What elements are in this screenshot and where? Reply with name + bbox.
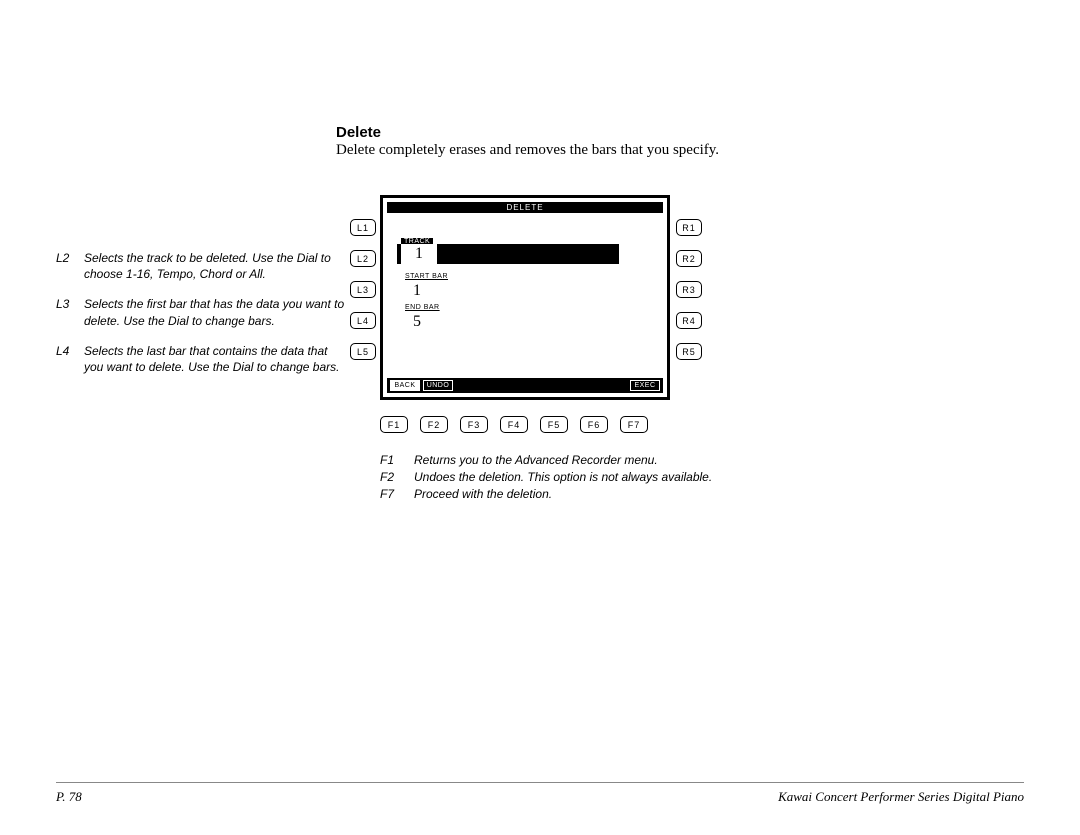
l3-button[interactable]: L3 — [350, 281, 376, 298]
page: Delete Delete completely erases and remo… — [0, 0, 1080, 835]
l2-button[interactable]: L2 — [350, 250, 376, 267]
end-bar-value: 5 — [413, 313, 421, 331]
description-row: L2 Selects the track to be deleted. Use … — [56, 250, 346, 282]
function-button-descriptions: F1 Returns you to the Advanced Recorder … — [380, 452, 712, 502]
r1-button[interactable]: R1 — [676, 219, 702, 236]
f2-button[interactable]: F2 — [420, 416, 448, 433]
description-key: F2 — [380, 469, 414, 486]
description-key: L3 — [56, 296, 84, 328]
exec-softkey[interactable]: EXEC — [630, 380, 660, 391]
l1-button[interactable]: L1 — [350, 219, 376, 236]
f5-button[interactable]: F5 — [540, 416, 568, 433]
undo-softkey[interactable]: UNDO — [423, 380, 453, 391]
section-description: Delete completely erases and removes the… — [336, 142, 719, 159]
right-button-column: R1 R2 R3 R4 R5 — [676, 219, 702, 374]
back-softkey[interactable]: BACK — [390, 380, 420, 391]
left-button-column: L1 L2 L3 L4 L5 — [350, 219, 376, 374]
description-row: F7 Proceed with the deletion. — [380, 486, 712, 503]
lcd-panel-diagram: L1 L2 L3 L4 L5 DELETE TRACK 1 START BAR … — [380, 195, 670, 400]
f4-button[interactable]: F4 — [500, 416, 528, 433]
start-bar-value: 1 — [413, 282, 421, 300]
r2-button[interactable]: R2 — [676, 250, 702, 267]
description-key: L4 — [56, 343, 84, 375]
description-row: L3 Selects the first bar that has the da… — [56, 296, 346, 328]
document-title: Kawai Concert Performer Series Digital P… — [778, 789, 1024, 805]
description-text: Selects the track to be deleted. Use the… — [84, 250, 346, 282]
screen-title-bar: DELETE — [387, 202, 663, 213]
left-button-descriptions: L2 Selects the track to be deleted. Use … — [56, 250, 346, 389]
l4-button[interactable]: L4 — [350, 312, 376, 329]
start-bar-label: START BAR — [405, 273, 448, 280]
section-heading: Delete — [336, 124, 381, 141]
lcd-screen: DELETE TRACK 1 START BAR 1 END BAR 5 BAC… — [380, 195, 670, 400]
description-row: L4 Selects the last bar that contains th… — [56, 343, 346, 375]
description-key: F7 — [380, 486, 414, 503]
page-number: P. 78 — [56, 789, 82, 805]
end-bar-label: END BAR — [405, 304, 440, 311]
track-value: 1 — [401, 244, 437, 264]
f1-button[interactable]: F1 — [380, 416, 408, 433]
r4-button[interactable]: R4 — [676, 312, 702, 329]
f6-button[interactable]: F6 — [580, 416, 608, 433]
description-row: F1 Returns you to the Advanced Recorder … — [380, 452, 712, 469]
description-text: Selects the first bar that has the data … — [84, 296, 346, 328]
description-key: F1 — [380, 452, 414, 469]
r5-button[interactable]: R5 — [676, 343, 702, 360]
function-button-row: F1 F2 F3 F4 F5 F6 F7 — [380, 416, 648, 433]
description-text: Returns you to the Advanced Recorder men… — [414, 452, 658, 469]
f7-button[interactable]: F7 — [620, 416, 648, 433]
f3-button[interactable]: F3 — [460, 416, 488, 433]
footer-rule — [56, 782, 1024, 783]
l5-button[interactable]: L5 — [350, 343, 376, 360]
description-text: Proceed with the deletion. — [414, 486, 552, 503]
description-row: F2 Undoes the deletion. This option is n… — [380, 469, 712, 486]
r3-button[interactable]: R3 — [676, 281, 702, 298]
description-key: L2 — [56, 250, 84, 282]
description-text: Undoes the deletion. This option is not … — [414, 469, 712, 486]
description-text: Selects the last bar that contains the d… — [84, 343, 346, 375]
softkey-bar: BACK UNDO EXEC — [387, 378, 663, 393]
